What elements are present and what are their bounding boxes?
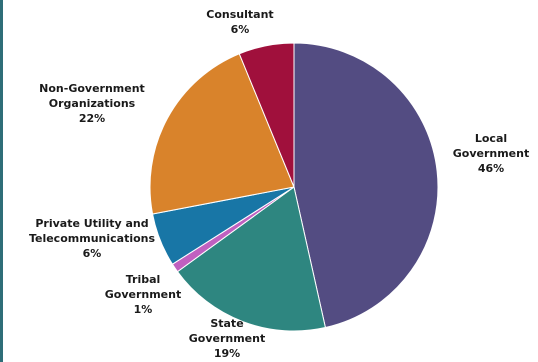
slice-name-line: Private Utility and xyxy=(35,217,148,230)
slice-name-line: Telecommunications xyxy=(29,232,156,245)
slice-non-government-orgs xyxy=(149,53,295,215)
slice-value-label: 46% xyxy=(478,162,504,175)
slices-group xyxy=(149,42,439,332)
slice-value-label: 6% xyxy=(231,23,250,36)
slice-name-line: State xyxy=(210,317,243,330)
label-private-utility: Private Utility and Telecommunications 6% xyxy=(29,217,156,260)
slice-name-line: Non-Government xyxy=(39,82,145,95)
slice-name-line: Government xyxy=(105,288,181,301)
label-consultant: Consultant 6% xyxy=(206,8,273,36)
slice-value-label: 1% xyxy=(134,303,153,316)
slice-value-label: 6% xyxy=(83,247,102,260)
slice-name-line: Consultant xyxy=(206,8,273,21)
slice-value-label: 22% xyxy=(79,112,105,125)
label-local-government: Local Government 46% xyxy=(453,132,529,175)
slice-name-line: Government xyxy=(189,332,265,345)
slice-name-line: Organizations xyxy=(49,97,136,110)
pie-chart: Local Government 46% State Government 19% Trib… xyxy=(29,8,529,360)
slice-local-government xyxy=(293,42,439,329)
label-non-government-orgs: Non-Government Organizations 22% xyxy=(39,82,145,125)
label-state-government: State Government 19% xyxy=(189,317,265,360)
labels-group: Local Government 46% State Government 19% Trib… xyxy=(29,8,529,360)
slice-state-government xyxy=(176,186,327,332)
slice-name-line: Local xyxy=(475,132,507,145)
slice-name-line: Tribal xyxy=(126,273,161,286)
slice-consultant xyxy=(238,42,295,188)
label-tribal-government: Tribal Government 1% xyxy=(105,273,181,316)
slice-value-label: 19% xyxy=(214,347,240,360)
slice-name-line: Government xyxy=(453,147,529,160)
